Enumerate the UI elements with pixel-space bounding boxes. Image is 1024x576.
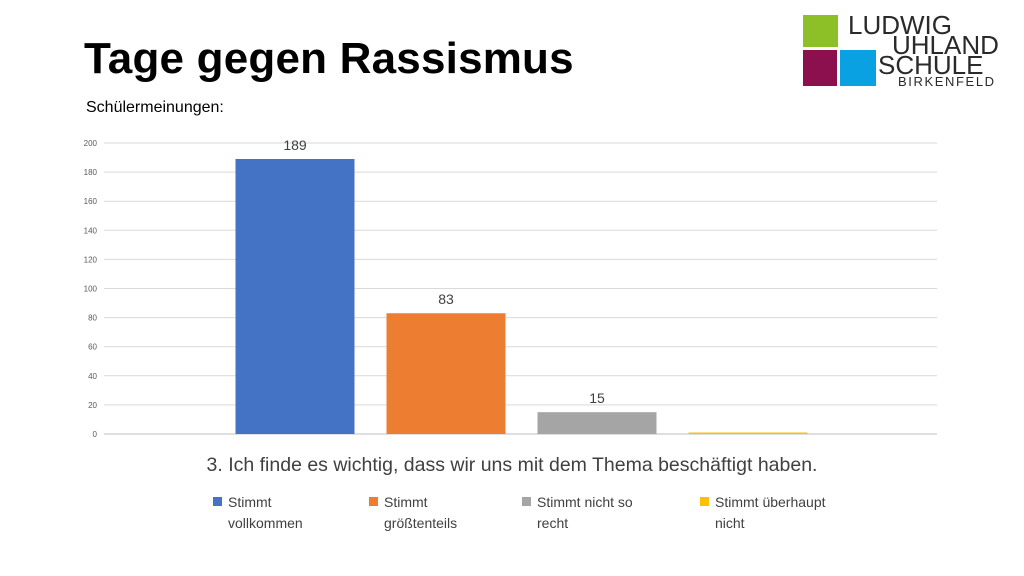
chart-title: 3. Ich finde es wichtig, dass wir uns mi… [206, 454, 818, 476]
data-label: 189 [283, 137, 307, 153]
y-tick-label: 40 [88, 372, 97, 381]
legend-swatch-yellow [700, 497, 709, 506]
logo-text-ludwig: LUDWIG [848, 10, 952, 40]
logo-green-square [803, 15, 838, 47]
legend-label: Stimmt nicht so recht [537, 494, 633, 531]
legend-swatch-blue [213, 497, 222, 506]
legend-label: Stimmt vollkommen [228, 494, 303, 531]
y-tick-label: 160 [84, 197, 98, 206]
slide-title: Tage gegen Rassismus [84, 34, 574, 83]
legend-item-nicht-so-recht: Stimmt nicht so recht [522, 492, 633, 534]
chart-legend: Stimmt vollkommen Stimmt größtenteils St… [0, 492, 1024, 540]
y-tick-label: 180 [84, 168, 98, 177]
legend-swatch-orange [369, 497, 378, 506]
logo-text-birkenfeld: BIRKENFELD [898, 74, 996, 89]
y-tick-label: 20 [88, 401, 97, 410]
bar-chart: 0 20 40 60 80 100 120 140 160 180 200 189 83 15 [84, 137, 937, 439]
logo-blue-square [840, 50, 876, 86]
slide-subtitle: Schülermeinungen: [86, 99, 224, 116]
y-tick-label: 0 [93, 430, 98, 439]
y-tick-label: 100 [84, 285, 98, 294]
legend-label: Stimmt überhaupt nicht [715, 494, 826, 531]
bar [235, 159, 355, 434]
data-label: 83 [438, 291, 454, 307]
y-tick-label: 80 [88, 314, 97, 323]
y-tick-label: 200 [84, 139, 98, 148]
bar [688, 432, 808, 434]
logo-text-schule: SCHULE [878, 50, 984, 80]
legend-item-ueberhaupt-nicht: Stimmt überhaupt nicht [700, 492, 826, 534]
y-tick-label: 120 [84, 255, 98, 264]
bar [386, 313, 506, 434]
data-label: 15 [589, 390, 605, 406]
logo-magenta-square [803, 50, 837, 86]
bar [537, 412, 657, 434]
y-tick-label: 60 [88, 343, 97, 352]
legend-item-groesstenteils: Stimmt größtenteils [369, 492, 457, 534]
legend-swatch-gray [522, 497, 531, 506]
logo-text-uhland: UHLAND [892, 30, 999, 60]
school-logo: LUDWIG UHLAND SCHULE BIRKENFELD [800, 12, 1010, 92]
y-tick-label: 140 [84, 226, 98, 235]
legend-label: Stimmt größtenteils [384, 494, 458, 531]
legend-item-vollkommen: Stimmt vollkommen [213, 492, 303, 534]
